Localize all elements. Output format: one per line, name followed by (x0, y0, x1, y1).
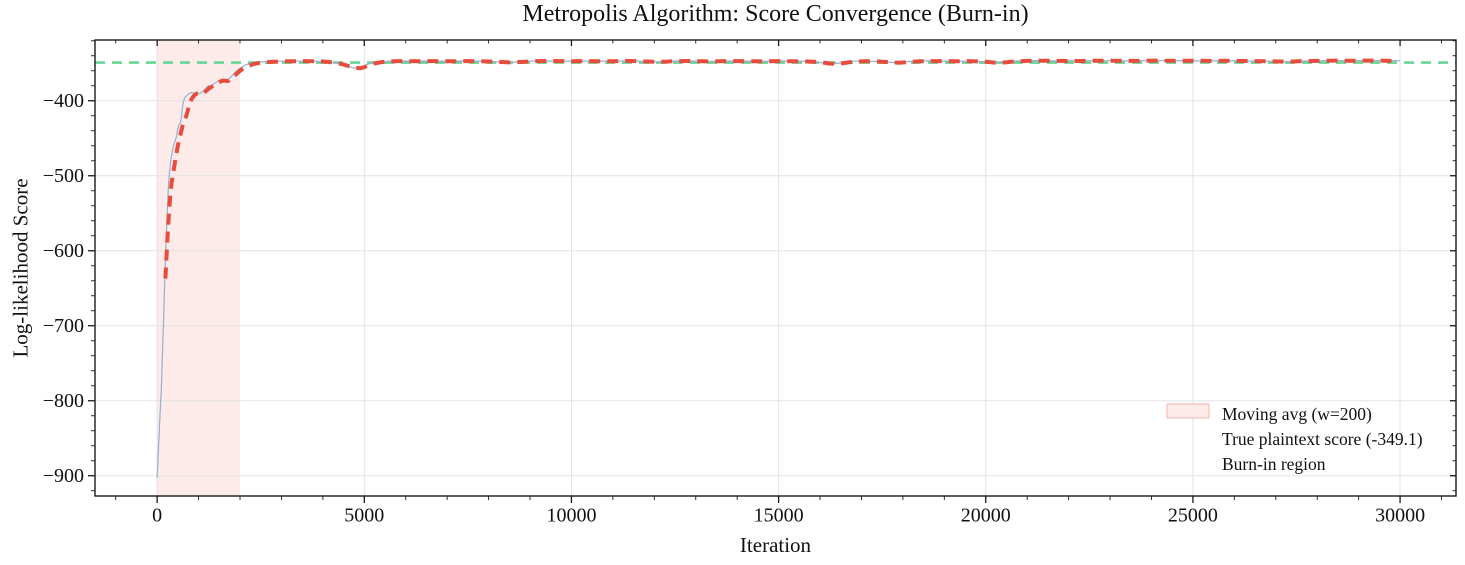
x-tick-label: 15000 (754, 505, 804, 527)
chart-title: Metropolis Algorithm: Score Convergence … (522, 1, 1029, 27)
moving-avg-line (163, 58, 1396, 279)
legend-label: Burn-in region (1222, 454, 1326, 474)
y-tick-label: −800 (43, 390, 84, 412)
y-tick-label: −600 (43, 240, 84, 262)
burn-in-region (157, 40, 241, 496)
x-tick-label: 20000 (961, 505, 1011, 527)
legend-label: True plaintext score (-349.1) (1222, 429, 1423, 449)
x-tick-label: 5000 (344, 505, 384, 527)
y-tick-label: −700 (43, 315, 84, 337)
x-tick-label: 10000 (546, 505, 596, 527)
legend: Moving avg (w=200) True plaintext score … (1166, 403, 1423, 476)
y-tick-label: −400 (43, 90, 84, 112)
x-tick-label: 25000 (1168, 505, 1218, 527)
x-tick-label: 0 (152, 505, 162, 527)
y-axis-label-text: Log-likelihood Score (8, 178, 33, 358)
axis-spine (94, 39, 1457, 497)
legend-item-burn-in: Burn-in region (1166, 403, 1423, 476)
legend-item-true-score: True plaintext score (-349.1) (1166, 405, 1423, 451)
y-tick-label: −500 (43, 165, 84, 187)
legend-label: Moving avg (w=200) (1222, 404, 1372, 424)
x-tick-label: 30000 (1375, 505, 1425, 527)
y-tick-label: −900 (43, 465, 84, 487)
x-axis-label: Iteration (739, 533, 812, 557)
